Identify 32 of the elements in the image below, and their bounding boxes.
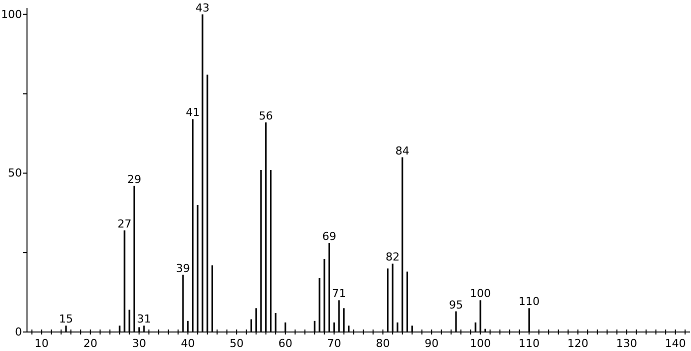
x-tick-label: 40: [180, 336, 195, 350]
x-tick-label: 130: [616, 336, 638, 350]
annotation: 29: [127, 172, 142, 186]
annotation: 56: [258, 109, 273, 122]
annotation: 84: [395, 144, 410, 158]
annotation: 39: [176, 262, 190, 275]
annotation: 15: [59, 312, 73, 326]
annotation: 27: [118, 217, 132, 230]
x-tick-label: 10: [34, 336, 49, 350]
x-tick-label: 30: [132, 336, 146, 350]
x-tick-label: 60: [278, 336, 292, 350]
y-tick-label: 0: [15, 326, 22, 339]
x-tick-label: 90: [424, 336, 439, 350]
x-tick-label: 100: [470, 336, 491, 350]
x-tick-label: 140: [664, 336, 686, 350]
x-tick-label: 80: [376, 336, 390, 350]
x-tick-label: 110: [518, 336, 540, 350]
annotation: 43: [196, 1, 210, 14]
x-tick-label: 70: [327, 336, 342, 350]
x-tick-label: 20: [83, 336, 98, 350]
annotation: 71: [332, 287, 346, 300]
x-tick-label: 120: [567, 336, 588, 350]
annotation: 69: [322, 230, 336, 244]
annotation: 41: [186, 106, 200, 120]
annotation: 100: [470, 287, 491, 300]
y-tick-label: 50: [8, 166, 22, 180]
annotation: 82: [386, 250, 400, 264]
annotation: 31: [137, 312, 151, 326]
annotation: 95: [449, 298, 463, 312]
annotation: 110: [518, 295, 540, 308]
y-tick-label: 100: [1, 8, 22, 21]
x-tick-label: 50: [230, 336, 244, 350]
